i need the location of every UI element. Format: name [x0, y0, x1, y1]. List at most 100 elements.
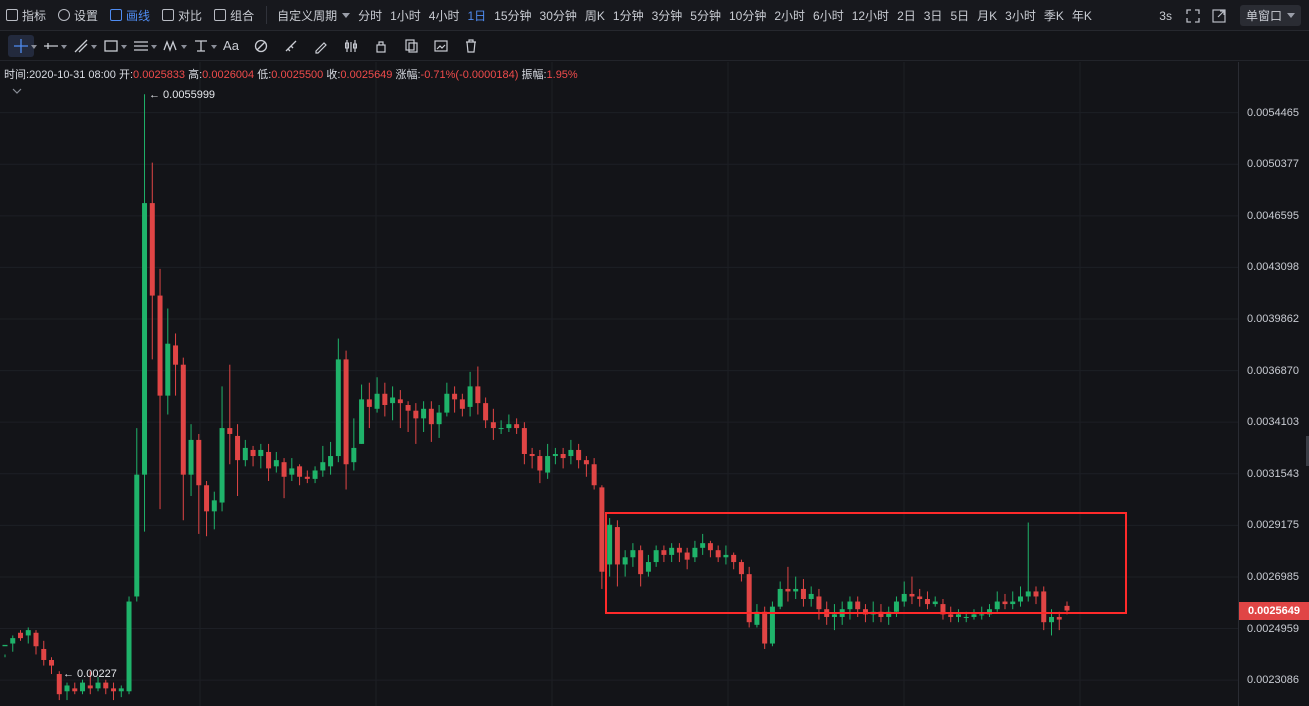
period-option[interactable]: 15分钟 [494, 8, 532, 23]
candle-body [498, 428, 504, 430]
brush-tool[interactable] [308, 35, 334, 57]
candle [932, 596, 938, 607]
magnet-tool[interactable] [248, 35, 274, 57]
candle-body [335, 359, 341, 457]
period-option[interactable]: 5日 [950, 8, 970, 23]
draw-button[interactable]: 画线 [104, 0, 156, 31]
period-option[interactable]: 30分钟 [539, 8, 577, 23]
collapse-chevron-icon[interactable] [12, 86, 22, 96]
channel-tool[interactable] [128, 35, 157, 57]
custom-period-dropdown[interactable]: 自定义周期 [273, 0, 354, 31]
close-label: 收: [326, 69, 341, 81]
side-panel-handle[interactable] [1306, 436, 1309, 466]
candle-body [692, 547, 698, 558]
lock-tool[interactable] [368, 35, 394, 57]
candle [1056, 611, 1062, 631]
candle [684, 547, 690, 570]
indicators-button[interactable]: 指标 [0, 0, 52, 31]
candle [715, 545, 721, 563]
period-option[interactable]: 2日 [897, 8, 916, 23]
candle [351, 418, 357, 471]
candle-tool[interactable] [338, 35, 364, 57]
horizontal-line-tool[interactable] [38, 35, 67, 57]
candle-body [1056, 616, 1062, 620]
period-option[interactable]: 1小时 [390, 8, 421, 23]
period-option[interactable]: 季K [1043, 8, 1064, 23]
candle-body [397, 399, 403, 404]
period-option[interactable]: 周K [584, 8, 605, 23]
candle-body [343, 359, 349, 465]
trend-line-tool[interactable] [68, 35, 97, 57]
candle-body [630, 550, 636, 558]
fullscreen-icon[interactable] [1186, 8, 1200, 23]
ruler-tool[interactable] [278, 35, 304, 57]
candle [831, 604, 837, 631]
text-tool[interactable]: Aa [218, 35, 244, 57]
period-option[interactable]: 3小时 [1005, 8, 1036, 23]
candle-body [917, 596, 923, 599]
candle [940, 598, 946, 620]
price-axis[interactable]: 0.0025649 0.0054465 0.0050377 0.0046595 0.0… [1238, 62, 1309, 706]
price-tick-label: 0.0029175 [1247, 519, 1299, 532]
delete-tool[interactable] [458, 35, 484, 57]
measure-tool[interactable] [188, 35, 217, 57]
candle [56, 671, 62, 701]
rectangle-tool[interactable] [98, 35, 127, 57]
candle-body [537, 456, 543, 471]
screenshot-tool[interactable] [428, 35, 454, 57]
candle [800, 579, 806, 607]
candle-body [413, 410, 419, 419]
period-option[interactable]: 3日 [923, 8, 943, 23]
period-option[interactable]: 2小时 [774, 8, 806, 23]
period-option[interactable]: 6小时 [813, 8, 844, 23]
period-option[interactable]: 5分钟 [690, 8, 721, 23]
period-option[interactable]: 年K [1071, 8, 1092, 23]
candle-body [599, 487, 605, 572]
crosshair-tool[interactable] [8, 34, 37, 57]
candle-body [390, 397, 396, 404]
refresh-interval[interactable]: 3s [1159, 8, 1172, 23]
range-box-annotation[interactable] [605, 512, 1127, 614]
popout-icon[interactable] [1212, 8, 1226, 23]
candlestick-chart[interactable]: ← 0.0055999 ← 0.00227 [0, 62, 1238, 706]
candle [273, 451, 279, 473]
period-option[interactable]: 3分钟 [651, 8, 683, 23]
window-mode-dropdown[interactable]: 单窗口 [1239, 5, 1301, 26]
candle-body [157, 295, 163, 396]
candle-body [266, 451, 272, 469]
candle-body [669, 547, 675, 555]
period-option[interactable]: 1分钟 [612, 8, 644, 23]
candle-body [700, 543, 706, 548]
settings-button[interactable]: 设置 [52, 0, 104, 31]
period-option[interactable]: 分时 [358, 8, 383, 23]
wave-tool[interactable] [158, 35, 187, 57]
period-option[interactable]: 12小时 [851, 8, 890, 23]
text-tool-label: Aa [223, 38, 239, 53]
candle [576, 443, 582, 469]
candle-body [684, 552, 690, 560]
candle [986, 604, 992, 617]
candle-body [475, 386, 481, 404]
candle-body [2, 644, 8, 647]
compare-button[interactable]: 对比 [156, 0, 208, 31]
combine-button[interactable]: 组合 [208, 0, 260, 31]
copy-tool[interactable] [398, 35, 424, 57]
high-price-label: ← 0.0055999 [149, 89, 215, 101]
candle-body [18, 632, 24, 639]
measure-icon [195, 39, 207, 52]
candle-body [64, 685, 70, 692]
period-option[interactable]: 4小时 [428, 8, 460, 23]
candle [583, 456, 589, 477]
candle-body [955, 614, 961, 617]
period-option[interactable]: 1日 [467, 8, 487, 23]
high-label: 高: [188, 69, 203, 81]
period-list: 分时 1小时 4小时 1日 15分钟 30分钟 周K 1分钟 3分钟 5分钟 10分钟 2小时 6小时 1… [354, 0, 1096, 31]
candle [630, 543, 636, 567]
candle-body [180, 364, 186, 475]
crosshair-icon [14, 38, 28, 53]
candle [917, 588, 923, 607]
candle-body [1017, 596, 1023, 602]
candle-body [382, 393, 388, 406]
period-option[interactable]: 10分钟 [728, 8, 767, 23]
period-option[interactable]: 月K [977, 8, 998, 23]
